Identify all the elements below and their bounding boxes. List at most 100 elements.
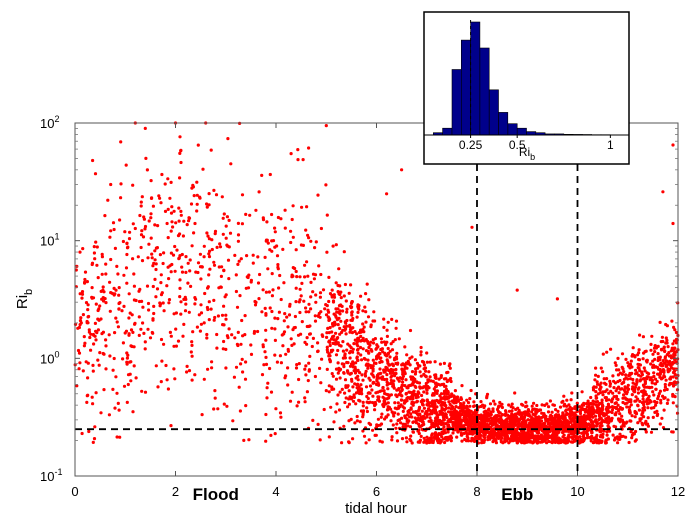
scatter-point — [449, 394, 453, 399]
scatter-point — [606, 410, 610, 414]
scatter-point — [174, 311, 178, 315]
scatter-point — [138, 213, 142, 218]
scatter-point — [658, 422, 662, 426]
scatter-point — [561, 426, 565, 431]
scatter-point — [561, 435, 565, 439]
scatter-point — [311, 336, 315, 340]
scatter-point — [187, 369, 192, 373]
scatter-point — [414, 385, 418, 389]
scatter-point — [653, 382, 657, 386]
scatter-point — [104, 301, 108, 305]
scatter-point — [151, 284, 155, 289]
scatter-point — [399, 421, 403, 425]
scatter-point — [269, 433, 273, 437]
scatter-point — [664, 336, 668, 340]
scatter-point — [565, 398, 569, 402]
x-tick-label: 6 — [373, 484, 380, 499]
scatter-point — [431, 439, 435, 443]
scatter-point — [132, 364, 136, 368]
scatter-point — [434, 431, 438, 435]
scatter-point — [566, 440, 570, 444]
scatter-point — [655, 365, 660, 370]
scatter-point — [472, 429, 476, 433]
scatter-point — [178, 295, 182, 299]
scatter-point — [236, 343, 240, 348]
scatter-point — [241, 370, 245, 374]
scatter-point — [581, 421, 585, 425]
scatter-point — [184, 255, 188, 259]
scatter-point — [361, 429, 365, 433]
scatter-point — [634, 411, 638, 415]
scatter-point — [558, 405, 563, 409]
scatter-point — [193, 221, 197, 226]
scatter-point — [539, 423, 543, 427]
scatter-point — [507, 409, 511, 413]
scatter-point — [571, 437, 575, 441]
scatter-point — [470, 419, 474, 423]
scatter-point — [332, 338, 336, 342]
scatter-point — [517, 408, 521, 413]
scatter-point — [100, 332, 104, 336]
scatter-point — [550, 425, 554, 429]
scatter-point — [427, 370, 431, 374]
scatter-point — [257, 190, 261, 194]
scatter-point — [340, 362, 344, 366]
scatter-point — [589, 395, 593, 400]
scatter-point — [586, 417, 590, 421]
scatter-point — [496, 436, 501, 440]
scatter-point — [294, 300, 298, 304]
scatter-point — [313, 246, 317, 250]
scatter-point — [370, 372, 374, 376]
scatter-point — [383, 353, 387, 357]
scatter-point — [385, 366, 389, 370]
scatter-point — [484, 414, 488, 418]
scatter-point — [86, 303, 90, 307]
scatter-point — [434, 384, 438, 388]
scatter-point — [328, 292, 333, 296]
scatter-point — [601, 405, 605, 409]
scatter-point — [584, 402, 589, 406]
scatter-point — [592, 440, 596, 444]
scatter-point — [95, 263, 99, 267]
scatter-point — [496, 430, 501, 435]
scatter-point — [643, 408, 647, 412]
histogram-bar — [442, 127, 453, 136]
scatter-point — [392, 358, 397, 362]
scatter-point — [165, 378, 169, 382]
scatter-point — [194, 270, 198, 274]
scatter-point — [334, 367, 339, 371]
scatter-point — [522, 441, 526, 445]
scatter-point — [325, 367, 329, 371]
scatter-point — [129, 344, 133, 348]
scatter-point — [338, 390, 342, 394]
scatter-point — [512, 413, 516, 417]
scatter-point — [513, 391, 517, 395]
scatter-point — [408, 437, 412, 441]
scatter-point — [205, 336, 209, 340]
inset-x-tick-label: 0.5 — [509, 138, 526, 152]
scatter-point — [611, 397, 615, 401]
scatter-point — [90, 395, 94, 399]
scatter-point — [94, 391, 98, 395]
scatter-point — [385, 373, 389, 377]
scatter-point — [524, 439, 529, 443]
scatter-point — [244, 212, 248, 216]
scatter-point — [399, 403, 403, 407]
scatter-point — [414, 410, 418, 415]
scatter-point — [113, 246, 117, 250]
scatter-point — [450, 412, 454, 416]
scatter-point — [92, 245, 96, 249]
scatter-point — [96, 328, 100, 332]
scatter-point — [614, 425, 618, 429]
scatter-point — [117, 408, 121, 412]
scatter-point — [207, 318, 211, 322]
scatter-point — [491, 409, 495, 413]
scatter-point — [331, 299, 336, 303]
scatter-point — [346, 342, 350, 346]
scatter-point — [405, 353, 409, 357]
scatter-point — [459, 404, 463, 408]
scatter-point — [401, 362, 405, 366]
scatter-point — [666, 367, 670, 371]
scatter-point — [395, 431, 399, 435]
scatter-point — [586, 409, 590, 413]
